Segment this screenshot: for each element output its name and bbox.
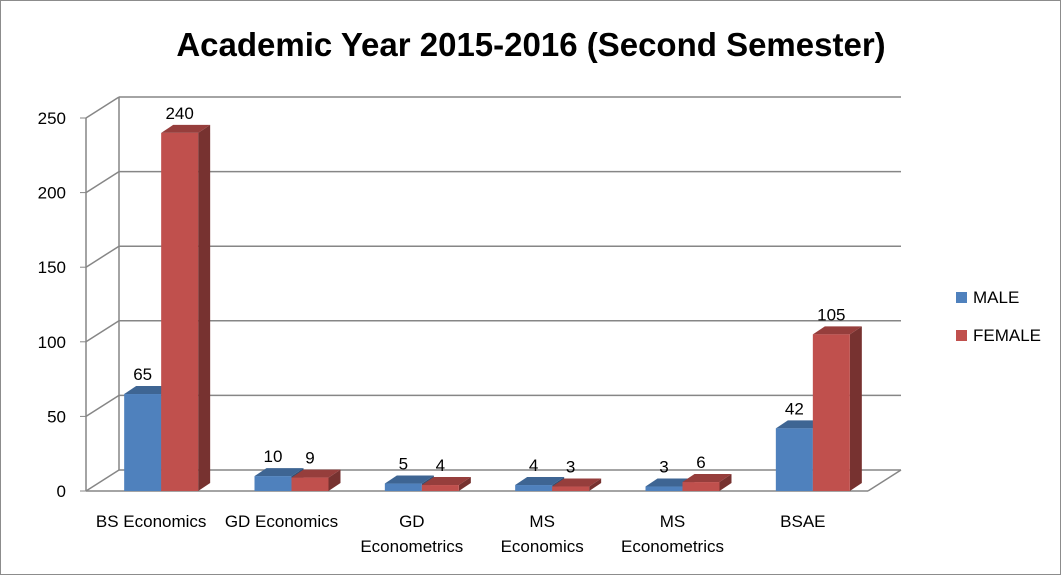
- x-tick-label: BSAE: [780, 512, 825, 531]
- bar-front: [515, 485, 553, 491]
- y-axis: 0 50 100 150 200 250: [38, 109, 86, 501]
- gridline-diagonal: [85, 245, 120, 268]
- data-label: 4: [529, 456, 538, 475]
- bar-side: [719, 474, 732, 491]
- bar-top: [515, 477, 565, 486]
- data-labels: 65 240 10 9 5 4 4 3 3 6 42 105: [133, 104, 845, 477]
- x-tick-label-line: BS Economics: [96, 512, 207, 531]
- data-label: 3: [659, 458, 668, 477]
- bar-front: [254, 476, 292, 491]
- x-tick-label: GD Economics: [225, 512, 338, 531]
- bar-female: [552, 478, 602, 491]
- bar-female: [682, 474, 732, 491]
- legend-label: FEMALE: [973, 326, 1041, 345]
- bar-side: [849, 326, 862, 491]
- data-label: 105: [817, 305, 845, 324]
- bar-top: [254, 468, 304, 477]
- bar-top: [384, 475, 434, 484]
- data-label: 42: [785, 399, 804, 418]
- gridline-diagonal: [85, 394, 120, 418]
- y-tick-label: 100: [38, 333, 66, 352]
- x-axis: BS Economics GD Economics GD EconometricsMS…: [96, 512, 826, 556]
- bars: [124, 124, 862, 492]
- bar-female: [812, 326, 862, 491]
- data-label: 10: [264, 447, 283, 466]
- gridline-diagonal: [85, 469, 120, 492]
- data-label: 4: [436, 456, 445, 475]
- bar-side: [328, 469, 341, 491]
- x-tick-label: GD Econometrics: [360, 512, 463, 556]
- legend: MALE FEMALE: [956, 288, 1041, 345]
- bar-top: [291, 469, 341, 478]
- data-label: 9: [305, 449, 314, 468]
- y-tick-label: 150: [38, 258, 66, 277]
- bar-side: [458, 477, 471, 491]
- bar-front: [161, 132, 199, 492]
- x-tick-label-line: MS: [529, 512, 555, 531]
- x-tick-label-line: MS: [660, 512, 686, 531]
- bar-front: [812, 334, 850, 491]
- legend-swatch: [956, 292, 967, 303]
- bar-front: [291, 477, 329, 491]
- gridlines: [85, 96, 901, 492]
- floor-right-edge: [867, 469, 902, 492]
- x-tick-label-line: GD: [399, 512, 425, 531]
- bar-side: [198, 124, 211, 492]
- bar-top: [682, 474, 732, 483]
- bar-top: [552, 478, 602, 487]
- bar-top: [421, 477, 471, 486]
- x-tick-label: MS Econometrics: [621, 512, 724, 556]
- chart-walls: [85, 97, 902, 492]
- bar-female: [161, 124, 211, 492]
- gridline-diagonal: [85, 170, 120, 194]
- y-tick-label: 200: [38, 184, 66, 203]
- legend-label: MALE: [973, 288, 1019, 307]
- bar-front: [384, 483, 422, 491]
- data-label: 3: [566, 458, 575, 477]
- data-label: 65: [133, 365, 152, 384]
- bar-front: [124, 394, 162, 491]
- x-tick-label-line: Econometrics: [360, 537, 463, 556]
- chart-title: Academic Year 2015-2016 (Second Semester…: [176, 26, 885, 63]
- legend-swatch: [956, 330, 967, 341]
- gridline-diagonal: [85, 320, 120, 343]
- data-label: 240: [165, 104, 193, 123]
- bar-female: [291, 469, 341, 491]
- x-tick-label-line: BSAE: [780, 512, 825, 531]
- data-label: 6: [696, 453, 705, 472]
- x-tick-label-line: GD Economics: [225, 512, 338, 531]
- bar-top: [812, 326, 862, 335]
- bar-top: [775, 420, 825, 429]
- x-tick-label-line: Economics: [501, 537, 584, 556]
- bar-front: [552, 486, 590, 491]
- bar-front: [645, 486, 683, 491]
- bar-top: [161, 124, 211, 133]
- bar-top: [645, 478, 695, 487]
- y-tick-label: 0: [57, 482, 66, 501]
- x-tick-label: MS Economics: [501, 512, 584, 556]
- x-tick-label: BS Economics: [96, 512, 207, 531]
- gridline-diagonal: [85, 96, 120, 119]
- y-tick-label: 250: [38, 109, 66, 128]
- bar-top: [124, 386, 174, 395]
- bar-front: [775, 428, 813, 491]
- bar-side: [589, 478, 602, 491]
- y-tick-label: 50: [47, 407, 66, 426]
- bar-front: [682, 482, 720, 491]
- bar-front: [421, 485, 459, 491]
- x-tick-label-line: Econometrics: [621, 537, 724, 556]
- bar-female: [421, 477, 471, 491]
- data-label: 5: [399, 455, 408, 474]
